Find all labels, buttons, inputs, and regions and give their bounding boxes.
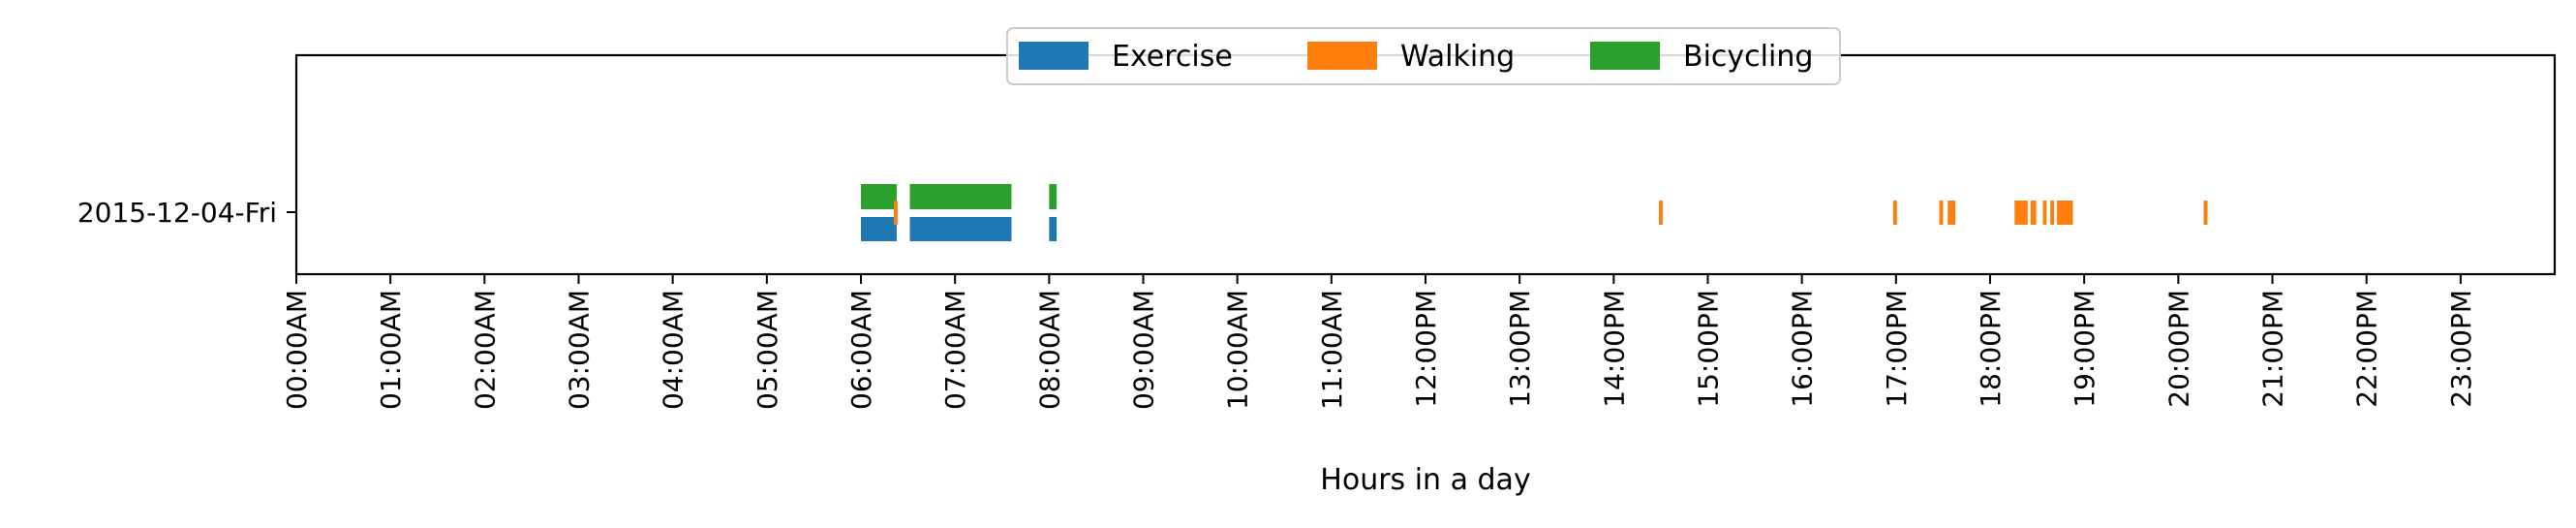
x-tick-label: 14:00PM [1598, 290, 1630, 408]
x-tick-label: 09:00AM [1128, 290, 1160, 410]
x-tick-label: 08:00AM [1033, 290, 1065, 410]
x-tick-label: 20:00PM [2162, 290, 2194, 408]
x-tick-label: 12:00PM [1410, 290, 1442, 408]
x-tick-label: 01:00AM [375, 290, 407, 410]
bar-walking-4 [1947, 201, 1956, 225]
bar-exercise-2 [1049, 217, 1058, 241]
bar-exercise-0 [861, 217, 897, 241]
x-tick-label: 07:00AM [939, 290, 971, 410]
bar-walking-10 [2203, 201, 2208, 225]
legend-label-exercise: Exercise [1112, 40, 1233, 74]
x-tick-label: 03:00AM [564, 290, 596, 410]
bar-walking-1 [1658, 201, 1663, 225]
x-tick-label: 00:00AM [281, 290, 313, 410]
legend-swatch-walking [1307, 42, 1377, 70]
x-tick-label: 23:00PM [2445, 290, 2477, 408]
x-tick-label: 16:00PM [1787, 290, 1819, 408]
x-tick-label: 21:00PM [2257, 290, 2289, 408]
x-tick-label: 06:00AM [845, 290, 877, 410]
bar-walking-5 [2014, 201, 2028, 225]
legend-label-walking: Walking [1400, 40, 1515, 74]
bar-bicycling-2 [1049, 184, 1058, 209]
plot-area-frame [294, 53, 2557, 276]
bar-walking-7 [2042, 201, 2047, 225]
bar-exercise-1 [909, 217, 1012, 241]
x-tick-label: 13:00PM [1504, 290, 1536, 408]
x-tick-label: 19:00PM [2069, 290, 2101, 408]
x-tick-label: 04:00AM [658, 290, 690, 410]
bars-layer [861, 184, 2208, 241]
bar-walking-8 [2050, 201, 2055, 225]
bar-walking-2 [1892, 201, 1897, 225]
bar-walking-3 [1939, 201, 1944, 225]
bar-walking-6 [2030, 201, 2037, 225]
legend-label-bicycling: Bicycling [1683, 40, 1813, 74]
x-tick-label: 15:00PM [1693, 290, 1725, 408]
x-tick-label: 17:00PM [1881, 290, 1913, 408]
legend-swatch-bicycling [1590, 42, 1660, 70]
bar-bicycling-0 [861, 184, 897, 209]
legend: Exercise Walking Bicycling [1006, 27, 1841, 85]
legend-swatch-exercise [1019, 42, 1089, 70]
x-axis-label: Hours in a day [1320, 463, 1530, 497]
bar-bicycling-1 [909, 184, 1012, 209]
x-tick-label: 05:00AM [751, 290, 783, 410]
y-tick-label: 2015-12-04-Fri [77, 197, 277, 229]
x-tick-label: 02:00AM [469, 290, 501, 410]
bar-walking-0 [894, 201, 898, 225]
bar-walking-9 [2056, 201, 2073, 225]
axes-layer: 2015-12-04-Fri 00:00AM 01:00AM 02:00AM 03:00… [77, 197, 2477, 410]
x-tick-label: 18:00PM [1975, 290, 2007, 408]
x-tick-label: 11:00AM [1316, 290, 1348, 410]
x-tick-label: 10:00AM [1222, 290, 1254, 410]
x-tick-label: 22:00PM [2351, 290, 2383, 408]
